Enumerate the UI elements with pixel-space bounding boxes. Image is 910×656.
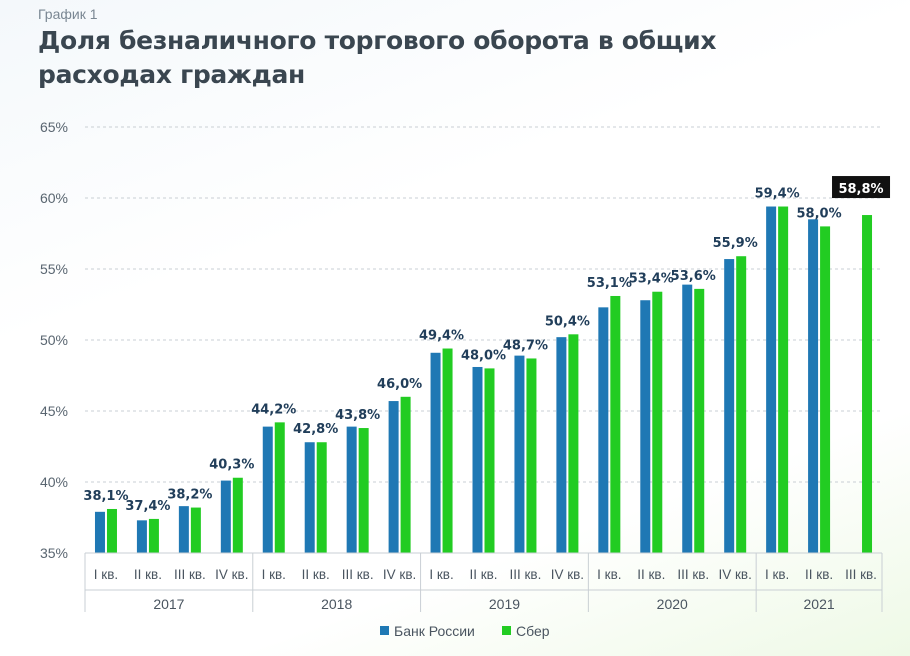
bar-sber: [190, 507, 201, 553]
data-label: 42,8%: [293, 422, 338, 437]
bar-bank-russia: [808, 219, 819, 554]
bar-bank-russia: [136, 520, 147, 553]
bar-sber: [526, 358, 537, 553]
bar-sber: [484, 368, 495, 553]
year-label: 2020: [657, 596, 688, 612]
x-tick-label: IV кв.: [215, 567, 248, 582]
bar-bank-russia: [178, 506, 189, 553]
data-label: 40,3%: [209, 458, 254, 473]
data-label: 53,4%: [629, 272, 674, 287]
x-tick-label: I кв.: [262, 567, 286, 582]
bar-bank-russia: [766, 206, 777, 553]
data-label: 46,0%: [377, 377, 422, 392]
bar-bank-russia: [472, 366, 483, 553]
bar-sber: [862, 215, 873, 554]
bar-bank-russia: [220, 480, 231, 553]
bar-sber: [736, 256, 747, 553]
bar-bank-russia: [556, 337, 567, 553]
data-label: 59,4%: [755, 187, 800, 202]
bar-sber: [358, 428, 369, 553]
y-tick-label: 40%: [40, 474, 68, 490]
bar-bank-russia: [724, 259, 735, 553]
x-tick-label: II кв.: [805, 567, 833, 582]
legend-swatch: [380, 626, 389, 635]
bar-sber: [442, 348, 453, 553]
bar-bank-russia: [682, 284, 693, 553]
bar-sber: [694, 288, 705, 553]
y-tick-label: 50%: [40, 332, 68, 348]
x-tick-label: III кв.: [845, 567, 877, 582]
data-label: 44,2%: [251, 402, 296, 417]
bar-sber: [820, 226, 831, 553]
bar-bank-russia: [388, 401, 399, 553]
bar-bank-russia: [262, 426, 273, 553]
highlight-label-box: [832, 176, 891, 199]
y-tick-label: 65%: [40, 119, 68, 135]
year-label: 2017: [153, 596, 184, 612]
x-tick-label: IV кв.: [551, 567, 584, 582]
y-tick-label: 55%: [40, 261, 68, 277]
bar-sber: [316, 442, 327, 553]
data-label: 53,1%: [587, 276, 632, 291]
x-tick-label: II кв.: [469, 567, 497, 582]
bar-sber: [148, 518, 159, 553]
data-label: 50,4%: [545, 314, 590, 329]
x-tick-label: III кв.: [677, 567, 709, 582]
x-tick-label: I кв.: [765, 567, 789, 582]
legend-item-bank-russia: Банк России: [394, 623, 475, 639]
data-label: 37,4%: [125, 499, 170, 514]
bar-bank-russia: [598, 307, 609, 553]
y-tick-label: 60%: [40, 190, 68, 206]
bar-sber: [106, 508, 117, 553]
chart-title: Доля безналичного торгового оборота в об…: [38, 26, 717, 89]
bar-sber: [400, 396, 411, 553]
bar-sber: [232, 477, 243, 553]
y-tick-label: 35%: [40, 545, 68, 561]
x-tick-label: I кв.: [429, 567, 453, 582]
data-label: 48,7%: [503, 338, 548, 353]
x-tick-label: II кв.: [134, 567, 162, 582]
y-tick-label: 45%: [40, 403, 68, 419]
data-label: 38,1%: [83, 489, 128, 504]
chart-subtitle: График 1: [38, 6, 98, 22]
bar-sber: [568, 334, 579, 553]
bar-bank-russia: [640, 300, 651, 553]
data-label: 38,2%: [167, 488, 212, 503]
x-tick-label: III кв.: [174, 567, 206, 582]
x-tick-label: IV кв.: [719, 567, 752, 582]
legend-item-sber: Сбер: [516, 623, 550, 639]
x-tick-label: I кв.: [94, 567, 118, 582]
bar-bank-russia: [346, 426, 357, 553]
data-label: 58,0%: [797, 206, 842, 221]
x-tick-label: II кв.: [637, 567, 665, 582]
x-tick-label: III кв.: [510, 567, 542, 582]
bar-bank-russia: [430, 352, 441, 553]
bar-sber: [274, 422, 285, 553]
data-label: 58,8%: [838, 182, 883, 197]
data-label: 55,9%: [713, 236, 758, 251]
bar-bank-russia: [514, 355, 525, 553]
x-tick-label: IV кв.: [383, 567, 416, 582]
x-tick-label: I кв.: [597, 567, 621, 582]
bar-bank-russia: [304, 442, 315, 553]
bar-sber: [778, 206, 789, 553]
bar-sber: [610, 295, 621, 553]
year-label: 2019: [489, 596, 520, 612]
data-label: 49,4%: [419, 329, 464, 344]
data-label: 43,8%: [335, 408, 380, 423]
legend-swatch: [502, 626, 511, 635]
x-tick-label: II кв.: [302, 567, 330, 582]
bar-bank-russia: [94, 511, 105, 553]
year-label: 2021: [804, 596, 835, 612]
year-label: 2018: [321, 596, 352, 612]
x-tick-label: III кв.: [342, 567, 374, 582]
bar-sber: [652, 291, 663, 553]
data-label: 48,0%: [461, 348, 506, 363]
data-label: 53,6%: [671, 269, 716, 284]
